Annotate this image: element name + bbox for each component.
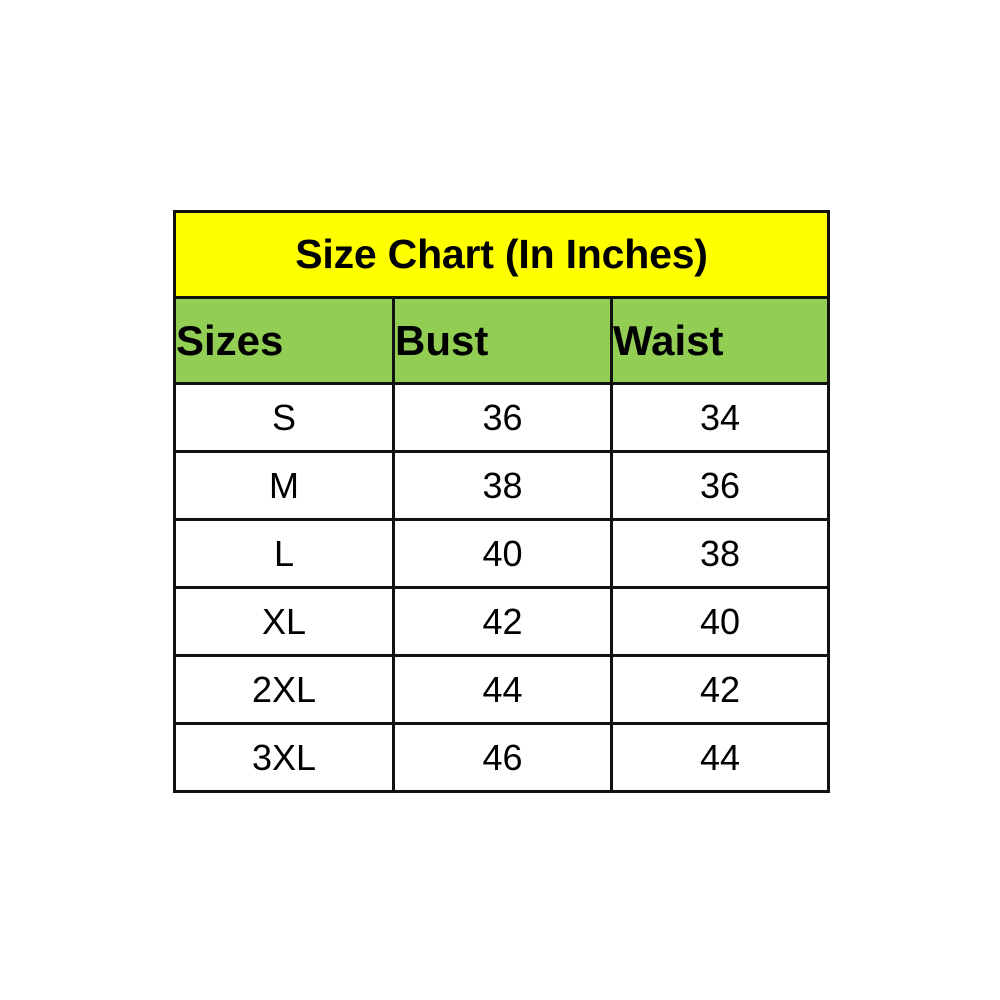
- table-row: S 36 34: [173, 382, 831, 453]
- cell-size: L: [173, 518, 395, 589]
- cell-waist: 34: [609, 382, 831, 453]
- cell-bust: 44: [392, 654, 613, 725]
- table-row: M 38 36: [173, 450, 831, 521]
- column-header-sizes: Sizes: [173, 296, 395, 385]
- cell-waist: 36: [609, 450, 831, 521]
- cell-size: S: [173, 382, 395, 453]
- cell-size: 2XL: [173, 654, 395, 725]
- cell-waist: 44: [609, 722, 831, 793]
- column-header-waist: Waist: [609, 296, 831, 385]
- size-chart-container: Size Chart (In Inches) Sizes Bust Waist …: [172, 210, 831, 793]
- cell-waist: 42: [609, 654, 831, 725]
- table-row: L 40 38: [173, 518, 831, 589]
- table-row: 3XL 46 44: [173, 722, 831, 793]
- cell-waist: 38: [609, 518, 831, 589]
- table-row: XL 42 40: [173, 586, 831, 657]
- table-header-row: Sizes Bust Waist: [173, 296, 831, 385]
- cell-bust: 40: [392, 518, 613, 589]
- cell-bust: 36: [392, 382, 613, 453]
- cell-size: M: [173, 450, 395, 521]
- cell-size: XL: [173, 586, 395, 657]
- cell-waist: 40: [609, 586, 831, 657]
- cell-size: 3XL: [173, 722, 395, 793]
- size-chart-table: Size Chart (In Inches) Sizes Bust Waist …: [172, 210, 831, 793]
- cell-bust: 42: [392, 586, 613, 657]
- cell-bust: 46: [392, 722, 613, 793]
- column-header-bust: Bust: [392, 296, 613, 385]
- table-row: 2XL 44 42: [173, 654, 831, 725]
- table-title-row: Size Chart (In Inches): [172, 210, 831, 299]
- cell-bust: 38: [392, 450, 613, 521]
- page-title: Size Chart (In Inches): [172, 210, 831, 299]
